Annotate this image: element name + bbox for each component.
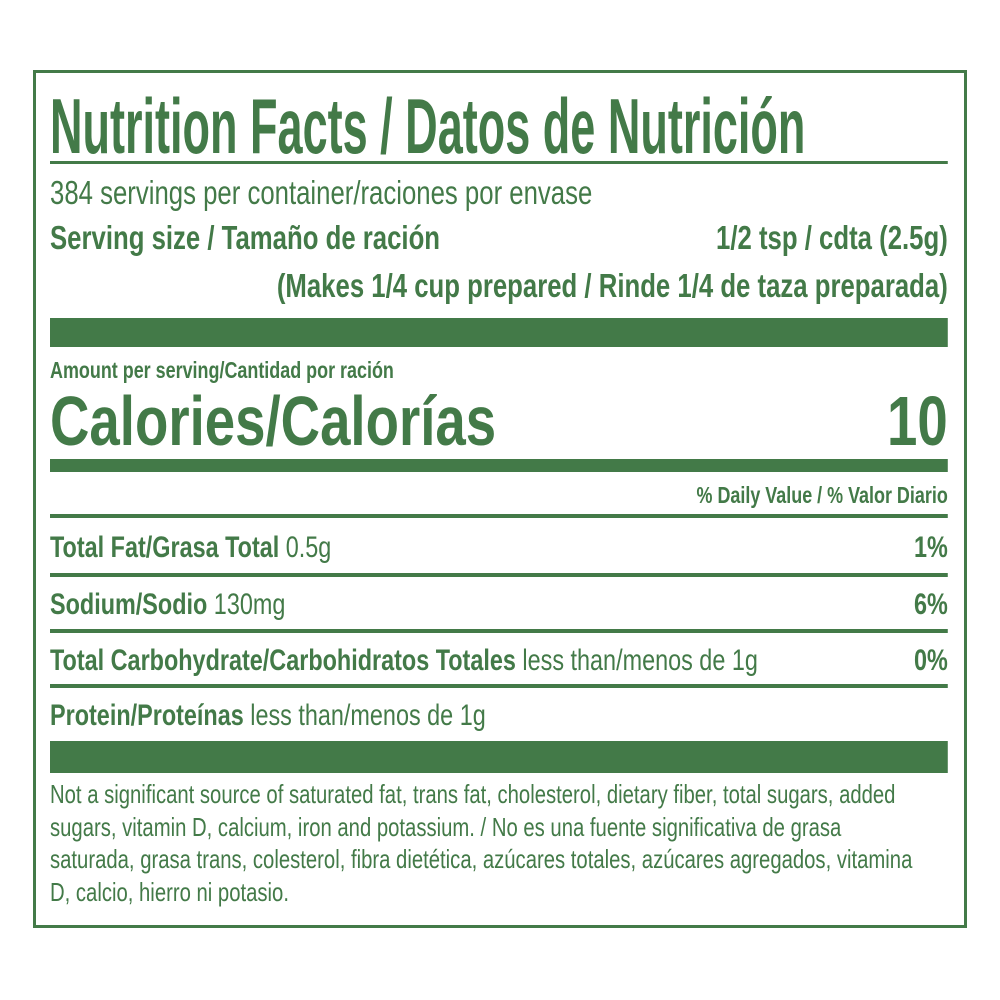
divider [50,629,948,633]
servings-per-container: 384 servings per container/raciones por … [50,174,593,211]
calories-row: Calories/Calorías 10 [50,381,948,461]
nutrition-facts-label: Nutrition Facts / Datos de Nutrición 384… [33,70,967,928]
nutrient-amount: less than/menos de 1g [250,699,486,732]
thick-divider [50,318,948,347]
label-title: Nutrition Facts / Datos de Nutrición [50,81,948,171]
nutrient-row: Total Fat/Grasa Total 0.5g 1% [50,528,948,568]
thick-divider [50,741,948,773]
footnote: Not a significant source of saturated fa… [50,779,913,907]
serving-size-value: 1/2 tsp / cdta (2.5g) [716,219,948,256]
divider [50,514,948,518]
nutrient-amount: less than/menos de 1g [522,644,758,677]
calories-label: Calories/Calorías [50,382,497,460]
nutrient-row: Total Carbohydrate/Carbohidratos Totales… [50,641,948,681]
serving-makes: (Makes 1/4 cup prepared / Rinde 1/4 de t… [276,267,948,304]
nutrient-dv: 6% [913,588,948,621]
nutrient-amount: 130mg [213,588,286,621]
calories-value: 10 [887,382,948,460]
divider [50,573,948,577]
nutrient-name: Total Carbohydrate/Carbohidratos Totales [50,644,516,677]
nutrient-name: Sodium/Sodio [50,588,208,621]
nutrient-row: Protein/Proteínas less than/menos de 1g [50,696,948,736]
nutrient-amount: 0.5g [285,531,332,564]
divider [50,684,948,688]
nutrient-dv: 1% [913,531,948,564]
amount-per-serving: Amount per serving/Cantidad por ración [50,357,394,383]
divider [50,161,948,164]
title-text: Nutrition Facts / Datos de Nutrición [50,82,806,170]
medium-divider [50,459,948,472]
nutrient-dv: 0% [913,644,948,677]
daily-value-header: % Daily Value / % Valor Diario [696,482,948,508]
nutrient-row: Sodium/Sodio 130mg 6% [50,585,948,625]
nutrient-name: Protein/Proteínas [50,699,244,732]
serving-size-label: Serving size / Tamaño de ración [50,219,441,256]
serving-size-row: Serving size / Tamaño de ración 1/2 tsp … [50,218,948,258]
nutrient-name: Total Fat/Grasa Total [50,531,280,564]
